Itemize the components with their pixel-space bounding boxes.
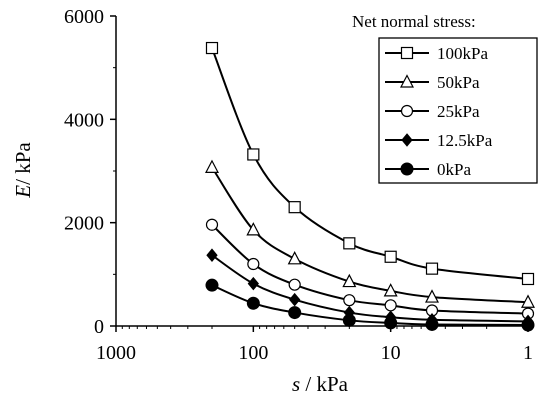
x-axis-label: s / kPa (292, 372, 349, 396)
data-point (425, 317, 439, 331)
legend-marker (401, 133, 413, 147)
y-tick-label: 6000 (64, 6, 104, 28)
series-100kPa (205, 41, 535, 286)
data-point (425, 289, 439, 303)
legend-marker (400, 162, 414, 176)
legend-label: 0kPa (437, 160, 471, 179)
data-point (205, 159, 219, 173)
data-point (343, 237, 356, 250)
data-point (342, 273, 357, 288)
x-tick-label: 1000 (96, 342, 136, 364)
y-tick-label: 4000 (64, 109, 104, 131)
x-tick-label: 100 (238, 342, 268, 364)
data-point (521, 318, 535, 332)
legend: 100kPa 50kPa 25kPa 12.5kPa 0kPa (378, 37, 538, 184)
y-axis-label-italic: E (11, 185, 35, 199)
data-point (246, 296, 260, 310)
data-point (247, 148, 260, 161)
legend-marker (400, 46, 414, 60)
data-point (425, 262, 439, 275)
series-25kPa (205, 218, 535, 320)
legend-label: 25kPa (437, 102, 480, 121)
data-point (288, 201, 301, 214)
y-tick-label: 2000 (64, 213, 104, 235)
data-point (205, 218, 219, 231)
y-axis-label-unit: / kPa (11, 142, 35, 185)
data-point (205, 278, 219, 292)
data-point (384, 299, 397, 312)
data-point (521, 272, 535, 286)
legend-label: 100kPa (437, 44, 488, 63)
x-axis-label-italic: s (292, 372, 300, 396)
x-tick-label: 1 (523, 342, 533, 364)
series-layer (205, 41, 535, 332)
y-tick-label: 0 (94, 316, 104, 338)
legend-label: 12.5kPa (437, 131, 493, 150)
data-point (384, 250, 397, 263)
legend-marker (400, 74, 414, 88)
data-point (247, 257, 260, 271)
legend-marker (400, 104, 414, 118)
y-axis-label: E/ kPa (11, 142, 35, 199)
data-point (288, 278, 301, 291)
data-point (343, 294, 356, 307)
data-point (342, 313, 356, 327)
legend-box (378, 37, 538, 184)
data-point (246, 222, 261, 236)
data-point (289, 292, 301, 307)
x-tick-label: 10 (381, 342, 401, 364)
data-point (205, 41, 219, 55)
x-axis-label-unit: / kPa (300, 372, 349, 396)
data-point (288, 306, 302, 320)
legend-label: 50kPa (437, 73, 480, 92)
series-50kPa (205, 159, 535, 308)
legend-title: Net normal stress: (352, 12, 476, 31)
data-point (384, 316, 398, 330)
data-point (383, 283, 398, 297)
data-point (206, 248, 218, 262)
data-point (247, 276, 259, 291)
data-point (521, 294, 535, 308)
series-0kPa (205, 278, 535, 332)
data-point (287, 251, 302, 265)
